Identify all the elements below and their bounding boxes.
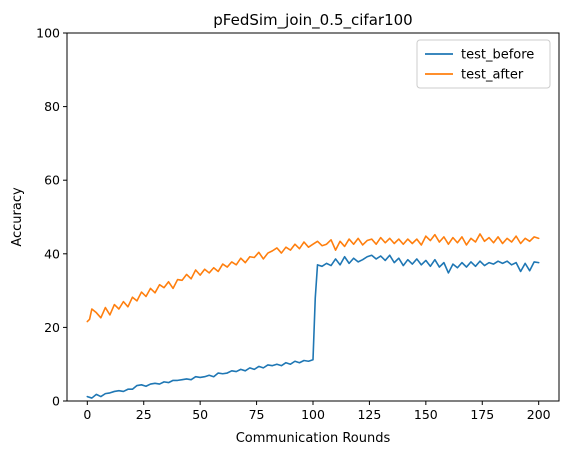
x-tick-label: 175 bbox=[470, 407, 494, 422]
legend-label: test_after bbox=[461, 68, 524, 83]
x-tick-label: 0 bbox=[83, 407, 91, 422]
series-layer bbox=[86, 233, 540, 399]
x-tick-label: 50 bbox=[192, 407, 208, 422]
legend: test_before test_after bbox=[416, 39, 551, 89]
y-tick-label: 60 bbox=[44, 173, 60, 188]
legend-box bbox=[416, 39, 551, 89]
y-axis: 0 20 40 60 80 100 bbox=[36, 26, 67, 409]
x-tick-label: 150 bbox=[414, 407, 438, 422]
y-tick-label: 0 bbox=[52, 394, 60, 409]
x-tick-label: 100 bbox=[301, 407, 325, 422]
plot-area bbox=[66, 32, 560, 402]
y-tick-label: 40 bbox=[44, 246, 60, 261]
y-tick-label: 100 bbox=[36, 26, 60, 41]
y-axis-label: Accuracy bbox=[10, 187, 25, 247]
y-tick-label: 20 bbox=[44, 320, 60, 335]
x-tick-label: 25 bbox=[136, 407, 152, 422]
x-tick-label: 200 bbox=[527, 407, 551, 422]
series-line-test-before bbox=[86, 254, 540, 399]
chart-title: pFedSim_join_0.5_cifar100 bbox=[213, 11, 412, 30]
legend-label: test_before bbox=[461, 48, 534, 63]
x-tick-label: 125 bbox=[357, 407, 381, 422]
x-axis: 0 25 50 75 100 125 150 175 200 bbox=[83, 401, 551, 422]
series-line-test-after bbox=[86, 233, 540, 323]
x-tick-label: 75 bbox=[249, 407, 265, 422]
y-tick-label: 80 bbox=[44, 99, 60, 114]
x-axis-label: Communication Rounds bbox=[236, 431, 391, 446]
